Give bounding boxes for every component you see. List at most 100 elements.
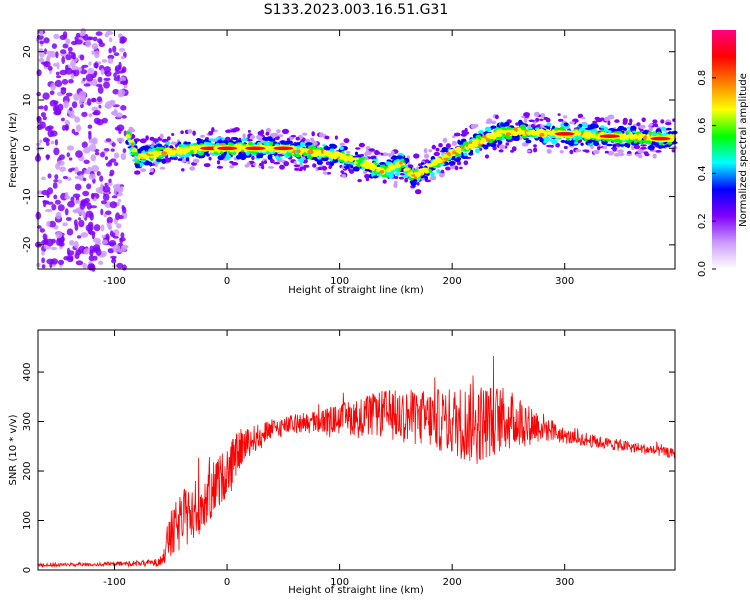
heatmap-cell bbox=[652, 119, 658, 124]
heatmap-cell bbox=[221, 137, 225, 141]
snr-axis-ticks: -100 0 100 200 300 0 100 200 300 400 bbox=[22, 330, 675, 588]
heatmap-cell bbox=[626, 143, 631, 149]
snr-y-label: SNR (10 * v/v) bbox=[8, 414, 19, 485]
heatmap-cell bbox=[491, 120, 497, 125]
heatmap-cell bbox=[149, 168, 154, 173]
heatmap-cell bbox=[62, 175, 68, 180]
heatmap-cell bbox=[435, 147, 440, 152]
heatmap-cell bbox=[108, 222, 112, 229]
heatmap-cell bbox=[66, 228, 74, 236]
colorbar-label: Normalized spectral amplitude bbox=[738, 73, 749, 227]
heatmap-cell bbox=[543, 140, 548, 144]
heatmap-cell bbox=[113, 76, 121, 82]
heatmap-cell bbox=[113, 162, 119, 166]
heatmap-cell bbox=[86, 202, 92, 210]
heatmap-cell bbox=[416, 181, 420, 186]
heatmap-cell bbox=[119, 70, 124, 74]
heatmap-cell bbox=[116, 223, 122, 229]
heatmap-cell bbox=[386, 153, 390, 156]
heatmap-cell bbox=[41, 250, 45, 256]
heatmap-cell bbox=[424, 175, 429, 181]
heatmap-cell bbox=[47, 125, 54, 130]
heatmap-cell bbox=[120, 56, 125, 60]
heatmap-cell bbox=[55, 211, 62, 220]
heatmap-cell bbox=[192, 158, 200, 164]
heatmap-cell bbox=[75, 260, 84, 266]
heatmap-cell bbox=[295, 136, 300, 141]
heatmap-cell bbox=[525, 131, 532, 135]
heatmap-cell bbox=[456, 160, 462, 166]
heatmap-cell bbox=[579, 128, 584, 132]
heatmap-cell bbox=[67, 46, 73, 53]
heatmap-cell bbox=[108, 47, 112, 54]
x-tick-label: -100 bbox=[103, 577, 126, 588]
heatmap-cell bbox=[650, 136, 671, 141]
heatmap-cell bbox=[61, 56, 66, 65]
heatmap-cell bbox=[480, 138, 487, 143]
heatmap-cell bbox=[71, 101, 78, 109]
heatmap-cell bbox=[39, 29, 44, 37]
heatmap-cell bbox=[359, 153, 364, 157]
heatmap-cell bbox=[343, 138, 350, 144]
heatmap-cell bbox=[78, 90, 87, 99]
heatmap-cell bbox=[613, 152, 621, 157]
heatmap-cell bbox=[97, 85, 104, 94]
heatmap-cell bbox=[626, 131, 630, 135]
heatmap-cell bbox=[307, 149, 314, 155]
snr-panel: -100 0 100 200 300 0 100 200 300 400 Height of st… bbox=[8, 329, 676, 596]
heatmap-cell bbox=[379, 162, 386, 165]
heatmap-cell bbox=[496, 135, 503, 141]
heatmap-cell bbox=[217, 146, 238, 151]
heatmap-cell bbox=[578, 124, 583, 128]
heatmap-cell bbox=[91, 43, 99, 50]
heatmap-cell bbox=[244, 164, 250, 168]
heatmap-cell bbox=[526, 149, 531, 153]
heatmap-cell bbox=[671, 149, 676, 153]
heatmap-cell bbox=[78, 217, 81, 221]
heatmap-cell bbox=[424, 154, 428, 159]
heatmap-cell bbox=[98, 42, 106, 48]
heatmap-cell bbox=[241, 138, 248, 142]
heatmap-cell bbox=[230, 129, 235, 133]
heatmap-cell bbox=[549, 138, 553, 142]
heatmap-cell bbox=[65, 38, 71, 45]
heatmap-cell bbox=[612, 144, 616, 148]
heatmap-cell bbox=[638, 154, 643, 159]
heatmap-cell bbox=[563, 145, 568, 150]
heatmap-cell bbox=[43, 37, 50, 44]
heatmap-cell bbox=[451, 140, 457, 147]
heatmap-cell bbox=[156, 157, 162, 163]
heatmap-cell bbox=[88, 113, 93, 118]
heatmap-cell bbox=[442, 154, 449, 158]
chart-title: S133.2023.003.16.51.G31 bbox=[264, 2, 449, 18]
heatmap-cell bbox=[117, 199, 122, 203]
heatmap-cell bbox=[341, 150, 345, 154]
heatmap-cell bbox=[557, 113, 561, 116]
heatmap-cell bbox=[607, 120, 611, 126]
heatmap-cell bbox=[109, 173, 114, 177]
heatmap-cell bbox=[88, 132, 92, 141]
heatmap-cell bbox=[665, 122, 672, 126]
heatmap-cell bbox=[112, 244, 121, 253]
heatmap-cell bbox=[53, 147, 60, 156]
heatmap-cell bbox=[484, 126, 492, 132]
heatmap-cell bbox=[165, 141, 171, 145]
x-tick-label: 200 bbox=[443, 577, 462, 588]
heatmap-cell bbox=[115, 70, 120, 75]
heatmap-cell bbox=[50, 82, 57, 91]
heatmap-cell bbox=[68, 157, 73, 161]
heatmap-cell bbox=[120, 105, 127, 111]
heatmap-cell bbox=[180, 158, 187, 163]
heatmap-cell bbox=[118, 61, 122, 70]
heatmap-cell bbox=[649, 122, 653, 127]
heatmap-cell bbox=[122, 148, 127, 154]
heatmap-cell bbox=[461, 130, 466, 134]
heatmap-cell bbox=[139, 147, 145, 150]
heatmap-cell bbox=[474, 148, 480, 153]
y-tick-label: 400 bbox=[22, 363, 33, 382]
heatmap-cell bbox=[459, 166, 463, 170]
heatmap-cell bbox=[193, 148, 198, 154]
heatmap-cell bbox=[533, 111, 540, 117]
heatmap-cell bbox=[41, 176, 46, 181]
